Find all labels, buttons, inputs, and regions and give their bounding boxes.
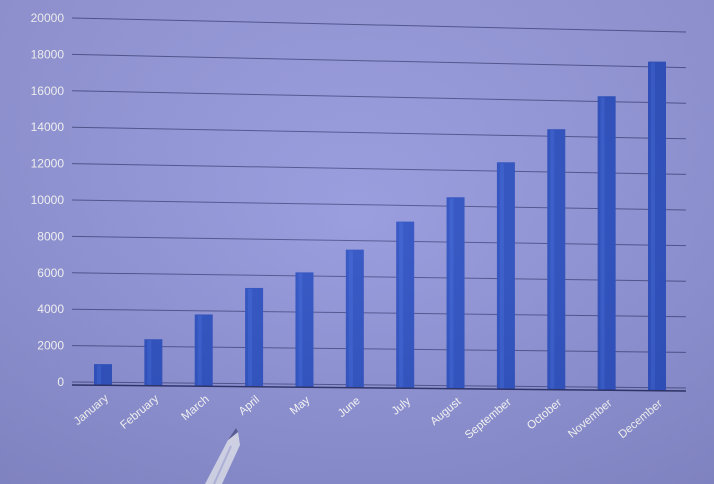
x-axis-line [71,384,687,392]
bars [94,61,666,391]
x-category-label: August [428,395,464,428]
y-tick-label: 2000 [37,339,64,353]
gridline [71,272,687,282]
gridline [71,53,687,69]
gridline [71,17,687,33]
bar-highlight [97,365,101,385]
x-category-label: November [566,397,614,440]
x-axis-labels: January February March April May June July Augu… [72,392,665,441]
bar [345,249,364,388]
y-tick-label: 18000 [31,47,65,61]
x-category-label: October [525,397,564,433]
bar [547,129,566,390]
bar-highlight [248,288,253,386]
x-category-label: May [288,394,313,417]
pen-icon [205,428,240,484]
gridline [71,126,687,140]
bar [144,339,163,386]
bar-highlight [298,273,303,387]
bar [648,61,666,391]
bar [295,272,314,388]
bar-highlight [600,97,605,390]
bar-highlight [147,340,152,385]
bar [245,287,264,387]
bar-highlight [399,222,404,388]
gridline [71,308,687,318]
bar-highlight [449,198,454,388]
gridline [71,163,687,175]
y-tick-label: 14000 [31,120,65,134]
gridline [71,199,687,211]
bar [446,197,465,389]
bar-highlight [348,250,353,387]
x-category-label: July [390,395,414,417]
x-category-label: September [463,396,514,441]
x-axis [71,384,687,392]
bar-highlight [651,62,655,390]
y-tick-label: 4000 [37,302,64,316]
y-tick-label: 16000 [31,84,65,98]
y-tick-label: 8000 [37,229,64,243]
x-category-label: January [72,392,111,428]
bar-highlight [499,163,504,389]
bar [597,96,616,391]
gridlines [71,17,687,389]
y-axis-ticks: 0 2000 4000 6000 8000 10000 12000 14000 16000 180… [31,11,65,389]
y-tick-label: 12000 [31,157,65,171]
bar-highlight [550,130,555,389]
gridline [71,381,687,389]
gridline [71,235,687,247]
x-category-label: February [118,393,161,432]
y-tick-label: 0 [57,375,64,389]
y-tick-label: 20000 [31,11,65,25]
bar [396,221,415,389]
x-category-label: December [617,398,665,441]
x-category-label: June [336,395,363,420]
bar-highlight [197,315,202,386]
x-category-label: March [179,393,211,423]
bar [496,162,515,390]
x-category-label: April [237,394,262,418]
bar [94,364,112,386]
bar [194,314,213,387]
y-tick-label: 10000 [31,193,65,207]
gridline [71,345,687,353]
y-tick-label: 6000 [37,266,64,280]
gridline [71,90,687,104]
